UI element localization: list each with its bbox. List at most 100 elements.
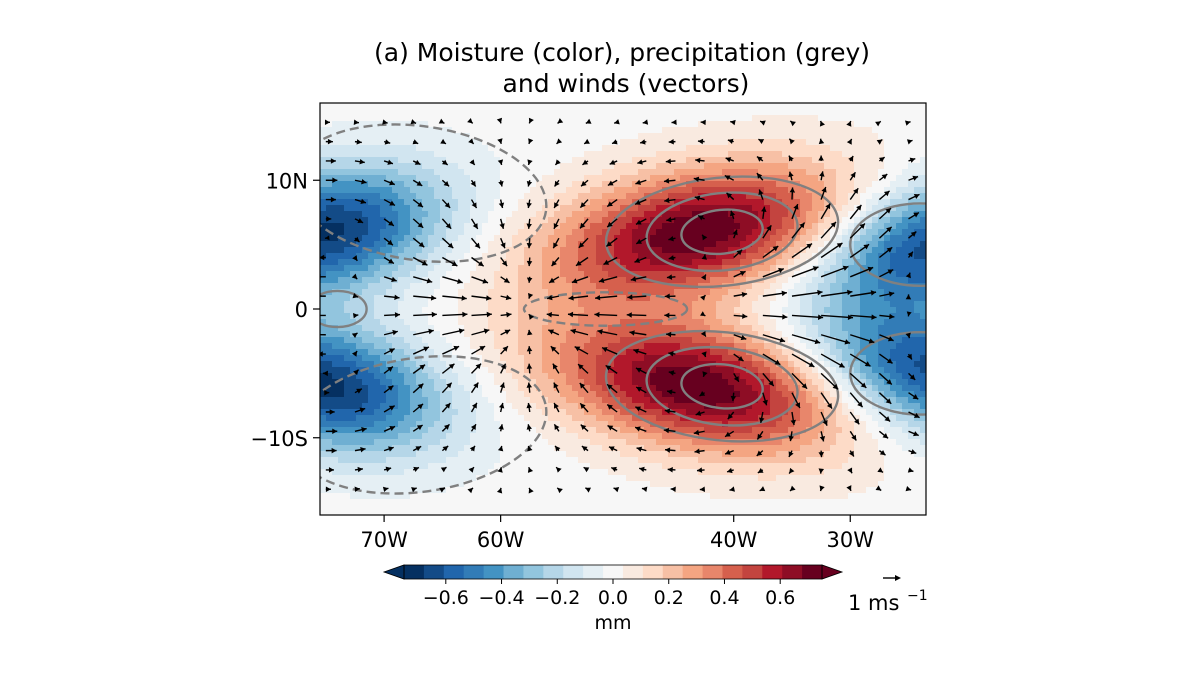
moisture-cell xyxy=(650,283,657,290)
moisture-cell xyxy=(842,103,849,110)
moisture-cell xyxy=(350,127,357,134)
moisture-cell xyxy=(866,127,873,134)
moisture-cell xyxy=(776,343,783,350)
moisture-cell xyxy=(500,163,507,170)
moisture-cell xyxy=(902,325,909,332)
moisture-cell xyxy=(884,163,891,170)
moisture-cell xyxy=(470,109,477,116)
moisture-cell xyxy=(428,397,435,404)
moisture-cell xyxy=(710,223,717,230)
moisture-cell xyxy=(500,391,507,398)
moisture-cell xyxy=(884,241,891,248)
moisture-cell xyxy=(830,127,837,134)
moisture-cell xyxy=(512,205,519,212)
moisture-cell xyxy=(716,367,723,374)
moisture-cell xyxy=(824,169,831,176)
moisture-cell xyxy=(704,307,711,314)
moisture-cell xyxy=(494,163,501,170)
moisture-cell xyxy=(536,349,543,356)
moisture-cell xyxy=(638,217,645,224)
moisture-cell xyxy=(386,379,393,386)
moisture-cell xyxy=(554,193,561,200)
moisture-cell xyxy=(902,313,909,320)
moisture-cell xyxy=(620,163,627,170)
moisture-cell xyxy=(350,211,357,218)
moisture-cell xyxy=(560,205,567,212)
moisture-cell xyxy=(566,121,573,128)
moisture-cell xyxy=(776,349,783,356)
moisture-cell xyxy=(632,253,639,260)
moisture-cell xyxy=(356,355,363,362)
moisture-cell xyxy=(356,145,363,152)
moisture-cell xyxy=(626,385,633,392)
moisture-cell xyxy=(650,355,657,362)
moisture-cell xyxy=(434,139,441,146)
moisture-cell xyxy=(878,139,885,146)
moisture-cell xyxy=(752,139,759,146)
moisture-cell xyxy=(620,139,627,146)
moisture-cell xyxy=(794,325,801,332)
moisture-cell xyxy=(416,391,423,398)
moisture-cell xyxy=(416,397,423,404)
moisture-cell xyxy=(350,139,357,146)
moisture-cell xyxy=(902,259,909,266)
moisture-cell xyxy=(758,163,765,170)
moisture-cell xyxy=(410,205,417,212)
moisture-cell xyxy=(422,235,429,242)
moisture-cell xyxy=(344,205,351,212)
moisture-cell xyxy=(602,325,609,332)
moisture-cell xyxy=(746,313,753,320)
moisture-cell xyxy=(650,235,657,242)
moisture-cell xyxy=(560,109,567,116)
moisture-cell xyxy=(698,169,705,176)
moisture-cell xyxy=(356,259,363,266)
moisture-cell xyxy=(494,133,501,140)
moisture-cell xyxy=(410,253,417,260)
moisture-cell xyxy=(806,133,813,140)
moisture-cell xyxy=(686,325,693,332)
moisture-cell xyxy=(896,247,903,254)
moisture-cell xyxy=(494,121,501,128)
moisture-cell xyxy=(386,235,393,242)
moisture-cell xyxy=(536,181,543,188)
moisture-cell xyxy=(680,361,687,368)
moisture-cell xyxy=(716,151,723,158)
moisture-cell xyxy=(824,307,831,314)
moisture-cell xyxy=(536,175,543,182)
moisture-cell xyxy=(404,385,411,392)
moisture-cell xyxy=(830,121,837,128)
moisture-cell xyxy=(632,127,639,134)
moisture-cell xyxy=(608,205,615,212)
moisture-cell xyxy=(734,133,741,140)
moisture-cell xyxy=(902,235,909,242)
moisture-cell xyxy=(410,355,417,362)
moisture-cell xyxy=(398,313,405,320)
moisture-cell xyxy=(374,193,381,200)
moisture-cell xyxy=(818,181,825,188)
moisture-cell xyxy=(914,139,921,146)
moisture-cell xyxy=(578,313,585,320)
moisture-cell xyxy=(416,325,423,332)
moisture-cell xyxy=(452,187,459,194)
moisture-cell xyxy=(842,307,849,314)
moisture-cell xyxy=(338,205,345,212)
moisture-cell xyxy=(638,169,645,176)
moisture-cell xyxy=(566,187,573,194)
moisture-cell xyxy=(710,349,717,356)
moisture-cell xyxy=(446,103,453,110)
moisture-cell xyxy=(344,229,351,236)
moisture-cell xyxy=(530,157,537,164)
moisture-cell xyxy=(692,277,699,284)
moisture-cell xyxy=(518,193,525,200)
moisture-cell xyxy=(716,109,723,116)
moisture-cell xyxy=(674,325,681,332)
moisture-cell xyxy=(476,289,483,296)
moisture-cell xyxy=(818,349,825,356)
moisture-cell xyxy=(476,301,483,308)
moisture-cell xyxy=(896,187,903,194)
moisture-cell xyxy=(362,331,369,338)
moisture-cell xyxy=(518,151,525,158)
moisture-cell xyxy=(704,241,711,248)
moisture-cell xyxy=(356,385,363,392)
moisture-cell xyxy=(914,355,921,362)
